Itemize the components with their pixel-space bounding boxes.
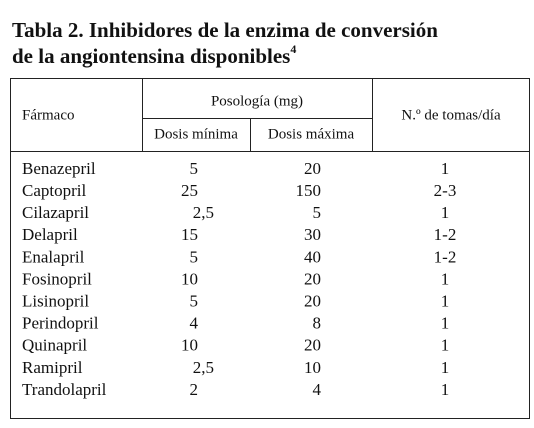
header-cell: Dosis mínima (154, 126, 238, 142)
table-cell: 10 (181, 336, 198, 355)
table-cell: 150 (296, 181, 322, 200)
table-cell: 20 (304, 292, 321, 311)
table-cell: 5 (190, 292, 199, 311)
header-cell: Dosis máxima (268, 126, 355, 142)
table-cell: 2,5 (193, 203, 214, 222)
title-line: de la angiontensina disponibles4 (12, 42, 296, 68)
table-cell: 1 (441, 269, 450, 288)
table-cell: 20 (304, 159, 321, 178)
header-cell: Posología (mg) (211, 93, 303, 109)
header-cell: Fármaco (22, 107, 74, 123)
table-cell: Benazepril (22, 159, 96, 178)
title-text: de la angiontensina disponibles (12, 44, 290, 68)
table-cell: 1 (441, 292, 450, 311)
table-cell: Quinapril (22, 336, 87, 355)
table-cell: Fosinopril (22, 269, 92, 288)
table-cell: 5 (190, 159, 199, 178)
table-cell: 15 (181, 225, 198, 244)
table-cell: 8 (313, 314, 322, 333)
table-cell: Enalapril (22, 247, 85, 266)
table-cell: 20 (304, 336, 321, 355)
table-cell: Captopril (22, 181, 86, 200)
table-cell: 1-2 (434, 247, 457, 266)
title-line: Tabla 2. Inhibidores de la enzima de con… (12, 18, 438, 42)
table-cell: 1 (441, 203, 450, 222)
table-cell: Lisinopril (22, 292, 89, 311)
table-cell: 4 (313, 380, 322, 399)
table-cell: 1 (441, 314, 450, 333)
table-cell: 1 (441, 336, 450, 355)
table-cell: Delapril (22, 225, 78, 244)
table-cell: 5 (313, 203, 322, 222)
table-cell: 2-3 (434, 181, 457, 200)
table-cell: 4 (190, 314, 199, 333)
table-cell: 5 (190, 247, 199, 266)
table-cell: Perindopril (22, 314, 99, 333)
table-cell: 1 (441, 380, 450, 399)
table-cell: Cilazapril (22, 203, 89, 222)
header-cell: N.º de tomas/día (401, 107, 501, 123)
title-sup: 4 (290, 42, 296, 56)
table-cell: 25 (181, 181, 198, 200)
table-cell: Trandolapril (22, 380, 107, 399)
table-cell: 1-2 (434, 225, 457, 244)
table-cell: 10 (181, 269, 198, 288)
table-cell: 10 (304, 358, 321, 377)
table-cell: 1 (441, 358, 450, 377)
table-cell: 40 (304, 247, 321, 266)
table-cell: 2,5 (193, 358, 214, 377)
table-border (10, 78, 530, 419)
table-cell: 20 (304, 269, 321, 288)
table-cell: Ramipril (22, 358, 83, 377)
table-cell: 1 (441, 159, 450, 178)
table-cell: 30 (304, 225, 321, 244)
table-cell: 2 (190, 380, 199, 399)
